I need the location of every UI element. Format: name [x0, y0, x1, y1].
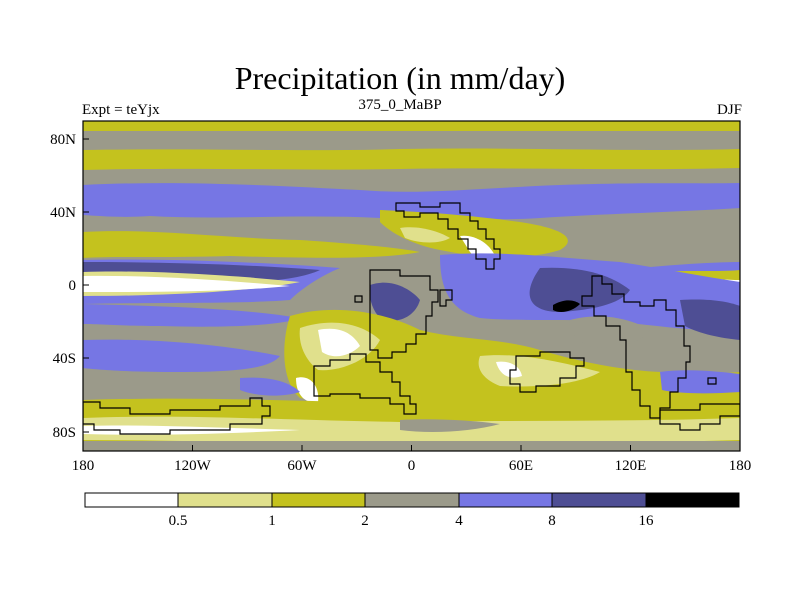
colorbar-label: 1 [268, 513, 276, 529]
colorbar-frame [84, 492, 740, 508]
time-label: 375_0_MaBP [358, 97, 442, 113]
field-band [83, 148, 740, 170]
coastline [83, 397, 271, 435]
y-tick-label: 80N [50, 132, 76, 148]
colorbar: 0.5 1 2 4 8 16 [84, 492, 740, 529]
season-label: DJF [716, 102, 742, 118]
colorbar-swatch [552, 493, 646, 507]
field-band [83, 304, 300, 327]
coastline [659, 403, 740, 431]
x-tick-labels: 180 120W 60W 0 60E 120E 180 [72, 458, 752, 474]
y-tick-labels: 80N 40N 0 40S 80S [50, 132, 76, 441]
field-band [83, 121, 740, 131]
y-tick-label: 0 [69, 278, 77, 294]
coastline [581, 275, 691, 419]
field-region [318, 328, 360, 357]
colorbar-swatch [646, 493, 739, 507]
coastline [313, 353, 417, 415]
field-band [83, 183, 740, 220]
colorbar-swatch [459, 493, 552, 507]
field-region [296, 377, 319, 403]
field-band [83, 275, 290, 292]
field-band [400, 419, 500, 432]
x-tick-label: 120E [615, 458, 647, 474]
coastline [395, 202, 501, 270]
field-region [529, 267, 630, 312]
field-band [660, 370, 740, 394]
field-region [369, 282, 420, 321]
map-title: Precipitation (in mm/day) [234, 60, 566, 96]
coastline-outlines [83, 202, 740, 435]
coastline [509, 351, 585, 393]
field-region [680, 299, 740, 340]
coastline [707, 377, 717, 385]
y-tick-label: 40N [50, 205, 76, 221]
x-tick-label: 120W [174, 458, 212, 474]
field-band [83, 339, 280, 372]
colorbar-labels: 0.5 1 2 4 8 16 [169, 513, 654, 529]
x-tick-label: 180 [729, 458, 752, 474]
x-tick-label: 60E [509, 458, 533, 474]
colorbar-swatch [365, 493, 459, 507]
y-tick-label: 80S [53, 425, 76, 441]
field-patch [400, 227, 450, 243]
field-region [496, 361, 522, 378]
field-band [240, 377, 300, 396]
colorbar-swatch [178, 493, 272, 507]
x-tick-label: 60W [287, 458, 317, 474]
field-band [83, 131, 740, 139]
coastline [369, 269, 439, 359]
colorbar-label: 8 [548, 513, 556, 529]
experiment-label: Expt = teYjx [82, 102, 160, 118]
colorbar-label: 4 [455, 513, 463, 529]
field-region [569, 316, 650, 348]
colorbar-swatch [272, 493, 365, 507]
field-patch [380, 210, 568, 258]
colorbar-label: 16 [639, 513, 655, 529]
x-tick-label: 0 [408, 458, 416, 474]
colorbar-label: 0.5 [169, 513, 188, 529]
x-tick-label: 180 [72, 458, 95, 474]
coastline [354, 295, 363, 303]
field-patch [83, 231, 420, 258]
tick-marks [82, 138, 741, 451]
colorbar-swatch [85, 493, 178, 507]
colorbar-label: 2 [361, 513, 369, 529]
colorbar-dividers [177, 493, 647, 507]
map-field [83, 121, 740, 451]
y-tick-label: 40S [53, 351, 76, 367]
field-region [553, 300, 580, 312]
coastline [439, 289, 453, 307]
